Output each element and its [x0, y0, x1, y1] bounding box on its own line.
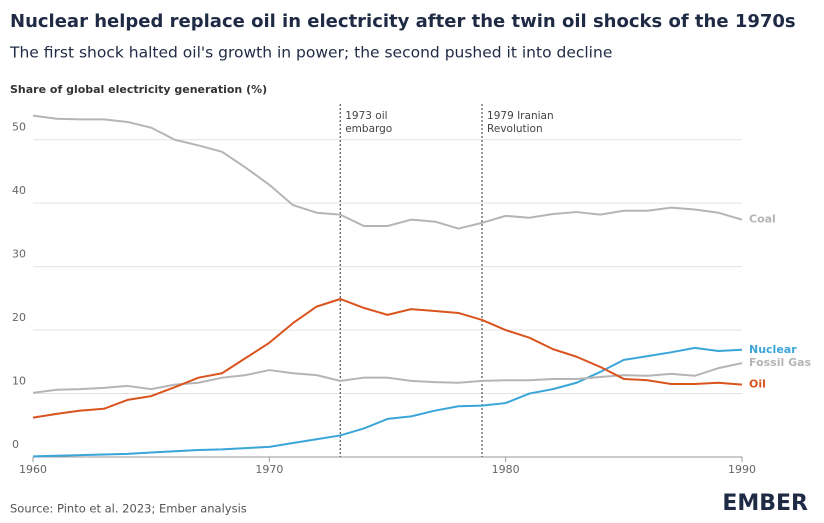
event-label: 1979 Iranian	[487, 110, 554, 122]
series-line	[32, 362, 743, 394]
event-label: embargo	[345, 123, 392, 135]
source: Source: Pinto et al. 2023; Ember analysi…	[10, 502, 247, 516]
y-tick-label: 10	[12, 375, 26, 388]
chart-subtitle: The first shock halted oil's growth in p…	[9, 44, 612, 62]
x-tick-label: 1970	[255, 463, 283, 476]
event-label: Revolution	[487, 123, 543, 135]
x-tick-label: 1980	[492, 463, 520, 476]
y-tick-label: 50	[12, 121, 26, 134]
event-label: 1973 oil	[345, 110, 387, 122]
y-tick-label: 30	[12, 248, 26, 261]
series-line	[32, 346, 743, 458]
legend-label: Oil	[749, 378, 766, 391]
series-line	[32, 114, 743, 230]
y-axis-label: Share of global electricity generation (…	[10, 83, 267, 96]
x-tick-label: 1960	[19, 463, 47, 476]
x-tick-label: 1990	[728, 463, 756, 476]
y-tick-label: 20	[12, 311, 26, 324]
legend-label: Nuclear	[749, 343, 797, 356]
chart-title: Nuclear helped replace oil in electricit…	[10, 11, 796, 32]
legend-label: Coal	[749, 213, 776, 226]
y-tick-label: 0	[12, 438, 19, 451]
logo: EMBER	[722, 491, 808, 516]
y-tick-label: 40	[12, 184, 26, 197]
series-line	[32, 297, 743, 419]
legend-label: Fossil Gas	[749, 356, 812, 369]
